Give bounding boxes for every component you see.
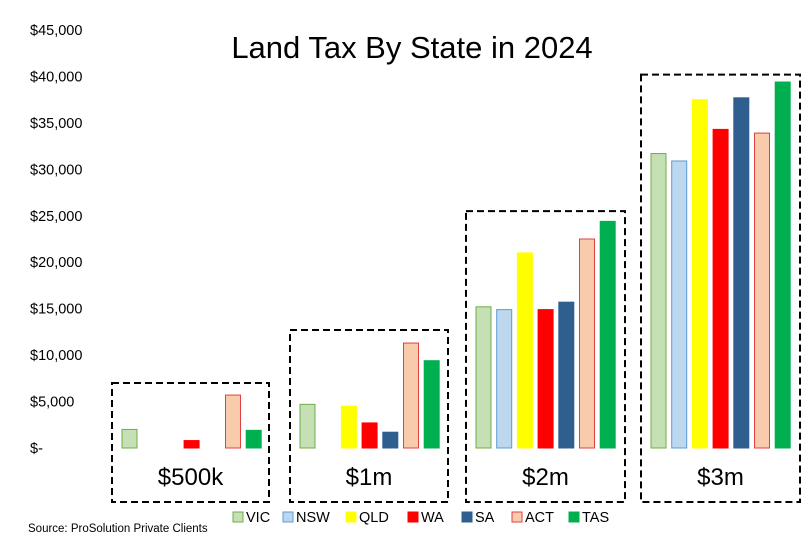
bars — [121, 81, 791, 449]
y-tick-label: $30,000 — [30, 162, 82, 178]
legend-label-sa: SA — [475, 510, 495, 526]
y-tick-label: $- — [30, 441, 43, 457]
legend-swatch-sa — [461, 511, 473, 523]
y-tick-label: $35,000 — [30, 116, 82, 132]
bar-wa — [712, 128, 729, 449]
bar-nsw — [671, 160, 688, 449]
category-label: $500k — [158, 464, 224, 491]
legend-label-tas: TAS — [582, 510, 609, 526]
bar-vic — [650, 153, 667, 449]
bar-sa — [558, 301, 575, 449]
legend-label-vic: VIC — [246, 510, 270, 526]
y-tick-label: $25,000 — [30, 209, 82, 225]
y-tick-label: $10,000 — [30, 348, 82, 364]
source-note: Source: ProSolution Private Clients — [28, 523, 208, 535]
category-label: $1m — [346, 464, 393, 491]
category-frame — [640, 73, 801, 503]
y-tick-label: $15,000 — [30, 302, 82, 318]
bar-tas — [599, 220, 616, 449]
category-frame — [465, 210, 626, 503]
legend-label-wa: WA — [421, 510, 444, 526]
legend: VIC NSW QLD WA SA ACT TAS — [232, 510, 609, 526]
legend-label-qld: QLD — [359, 510, 389, 526]
bar-tas — [245, 429, 262, 449]
chart-title: Land Tax By State in 2024 — [231, 30, 592, 65]
bar-act — [403, 342, 419, 449]
y-axis: $- $5,000 $10,000 $15,000 $20,000 $25,000 $30,… — [30, 23, 82, 457]
bar-qld — [516, 252, 533, 449]
category-frame — [111, 381, 270, 504]
y-tick-label: $20,000 — [30, 255, 82, 271]
category-groups: $500k $1m $2m $3m — [111, 73, 801, 504]
legend-swatch-act — [511, 511, 523, 523]
bar-wa — [183, 440, 200, 449]
bar-sa — [382, 431, 399, 449]
category-label: $3m — [697, 464, 744, 491]
legend-swatch-tas — [568, 511, 580, 523]
bar-act — [225, 394, 241, 449]
category-frame — [289, 329, 449, 503]
bar-act — [579, 238, 595, 449]
bar-sa — [733, 97, 750, 449]
bar-vic — [475, 306, 492, 449]
bar-vic — [121, 428, 138, 449]
y-tick-label: $45,000 — [30, 23, 82, 39]
legend-label-act: ACT — [525, 510, 554, 526]
bar-tas — [774, 81, 791, 449]
bar-vic — [299, 403, 316, 449]
bar-qld — [340, 405, 357, 449]
y-tick-label: $40,000 — [30, 69, 82, 85]
legend-swatch-vic — [232, 511, 244, 523]
bar-wa — [361, 422, 378, 449]
category-label: $2m — [522, 464, 569, 491]
legend-label-nsw: NSW — [296, 510, 330, 526]
bar-qld — [691, 99, 708, 449]
legend-swatch-qld — [345, 511, 357, 523]
bar-tas — [423, 360, 440, 449]
bar-act — [754, 132, 770, 449]
bar-wa — [537, 309, 554, 449]
legend-swatch-wa — [407, 511, 419, 523]
bar-nsw — [496, 309, 513, 449]
y-tick-label: $5,000 — [30, 395, 74, 411]
legend-swatch-nsw — [282, 511, 294, 523]
